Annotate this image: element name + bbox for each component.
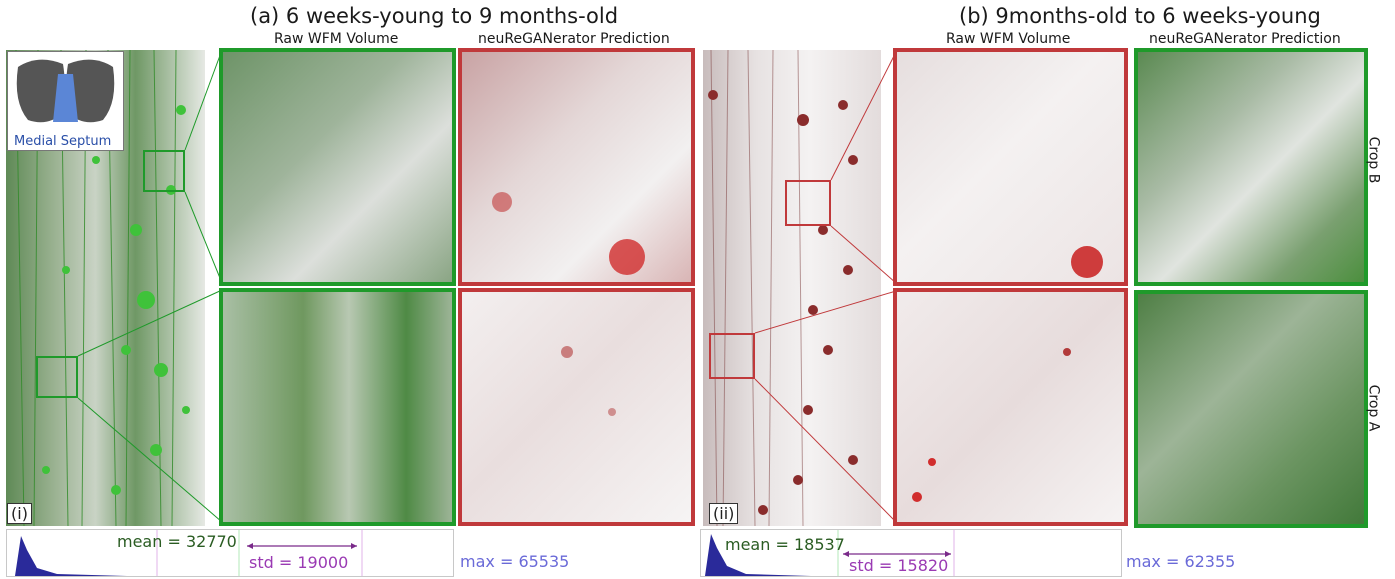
medial-septum-inset: Medial Septum <box>7 51 124 151</box>
left-raw-crop-a <box>219 288 456 526</box>
right-raw-label: Raw WFM Volume <box>946 31 1071 47</box>
left-raw-label: Raw WFM Volume <box>274 31 399 47</box>
left-histogram: mean = 32770 std = 19000 <box>6 529 454 577</box>
right-mean-label: mean = 18537 <box>725 535 845 554</box>
right-pred-crop-a <box>1134 290 1368 528</box>
left-title: (a) 6 weeks-young to 9 months-old <box>250 4 619 28</box>
right-panel-tag: (ii) <box>709 503 739 524</box>
crop-a-label: Crop A <box>1365 384 1382 432</box>
right-raw-volume <box>703 50 881 526</box>
right-raw-crop-a <box>893 288 1128 526</box>
crop-b-label: Crop B <box>1365 136 1382 184</box>
medial-septum-label: Medial Septum <box>14 134 112 149</box>
right-max-label: max = 62355 <box>1126 552 1236 571</box>
right-std-label: std = 15820 <box>849 556 949 575</box>
right-roi-crop-a <box>709 333 755 379</box>
right-pred-label: neuReGANerator Prediction <box>1149 31 1341 47</box>
right-histogram: mean = 18537 std = 15820 <box>700 529 1122 577</box>
left-roi-crop-a <box>36 356 78 398</box>
brain-section-icon <box>16 59 115 123</box>
left-zoom-lines <box>77 49 223 523</box>
right-title: (b) 9months-old to 6 weeks-young <box>959 4 1321 28</box>
left-histogram-curve <box>15 530 363 576</box>
left-roi-crop-b <box>143 150 185 192</box>
right-histogram-curve <box>705 530 955 576</box>
left-mean-label: mean = 32770 <box>117 532 237 551</box>
right-pred-crop-b <box>1134 48 1368 286</box>
left-panel-tag: (i) <box>7 503 32 524</box>
left-max-label: max = 65535 <box>460 552 570 571</box>
right-roi-crop-b <box>785 180 831 226</box>
left-pred-crop-a <box>458 288 695 526</box>
left-pred-label: neuReGANerator Prediction <box>478 31 670 47</box>
right-raw-crop-b <box>893 48 1128 286</box>
left-std-label: std = 19000 <box>249 553 349 572</box>
left-pred-crop-b <box>458 48 695 286</box>
left-raw-crop-b <box>219 48 456 286</box>
